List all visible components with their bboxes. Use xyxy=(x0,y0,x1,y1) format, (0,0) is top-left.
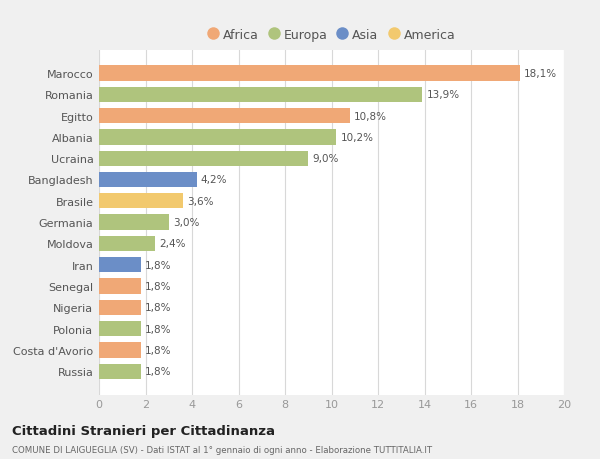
Text: 1,8%: 1,8% xyxy=(145,345,172,355)
Bar xyxy=(99,109,350,124)
Bar xyxy=(99,257,141,273)
Bar xyxy=(99,342,141,358)
Text: 3,6%: 3,6% xyxy=(187,196,214,207)
Bar xyxy=(99,215,169,230)
Text: 3,0%: 3,0% xyxy=(173,218,199,228)
Bar xyxy=(99,87,422,103)
Bar xyxy=(99,236,155,252)
Text: 1,8%: 1,8% xyxy=(145,324,172,334)
Text: 4,2%: 4,2% xyxy=(201,175,227,185)
Bar xyxy=(99,321,141,336)
Bar xyxy=(99,66,520,81)
Legend: Africa, Europa, Asia, America: Africa, Europa, Asia, America xyxy=(208,29,455,42)
Bar xyxy=(99,300,141,315)
Text: 10,8%: 10,8% xyxy=(354,112,387,121)
Text: 2,4%: 2,4% xyxy=(159,239,185,249)
Text: 1,8%: 1,8% xyxy=(145,366,172,376)
Bar xyxy=(99,130,336,145)
Bar xyxy=(99,173,197,188)
Text: Cittadini Stranieri per Cittadinanza: Cittadini Stranieri per Cittadinanza xyxy=(12,424,275,437)
Text: 13,9%: 13,9% xyxy=(427,90,460,100)
Text: 10,2%: 10,2% xyxy=(340,133,373,143)
Bar xyxy=(99,194,182,209)
Bar xyxy=(99,151,308,167)
Text: 9,0%: 9,0% xyxy=(313,154,339,164)
Bar xyxy=(99,364,141,379)
Text: 1,8%: 1,8% xyxy=(145,260,172,270)
Bar xyxy=(99,279,141,294)
Text: 1,8%: 1,8% xyxy=(145,302,172,313)
Text: COMUNE DI LAIGUEGLIA (SV) - Dati ISTAT al 1° gennaio di ogni anno - Elaborazione: COMUNE DI LAIGUEGLIA (SV) - Dati ISTAT a… xyxy=(12,445,432,454)
Text: 18,1%: 18,1% xyxy=(524,69,557,79)
Text: 1,8%: 1,8% xyxy=(145,281,172,291)
